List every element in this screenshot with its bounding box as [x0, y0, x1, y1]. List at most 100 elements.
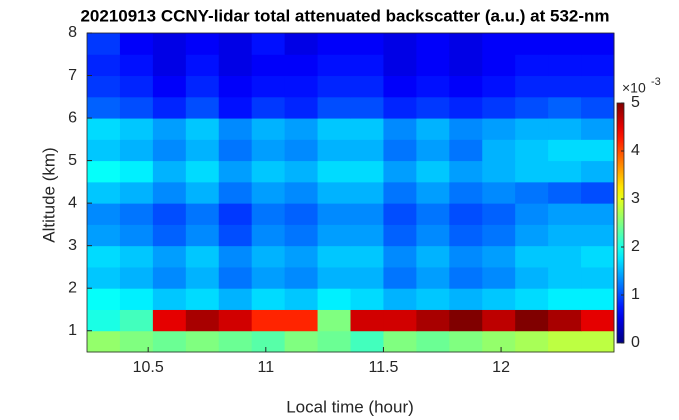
heatmap-cell: [317, 245, 351, 268]
heatmap-cell: [185, 139, 220, 162]
heatmap-cell: [218, 330, 253, 353]
heatmap-cell: [152, 160, 187, 183]
heatmap-cell: [350, 288, 384, 310]
heatmap-cell: [152, 309, 187, 332]
heatmap-cell: [87, 160, 121, 183]
heatmap-cell: [548, 330, 582, 353]
heatmap-cell: [581, 118, 615, 140]
heatmap-cell: [482, 181, 516, 204]
heatmap-cell: [548, 118, 582, 140]
heatmap-cell: [581, 160, 615, 183]
heatmap-cell: [185, 54, 220, 77]
y-tick-label: 1: [68, 322, 77, 339]
heatmap-cell: [284, 54, 319, 77]
heatmap-cell: [515, 139, 549, 162]
heatmap-cell: [449, 96, 483, 119]
colorbar-tick-label: 3: [631, 190, 640, 207]
heatmap-cell: [548, 139, 582, 162]
heatmap-cell: [548, 309, 582, 332]
heatmap-cell: [350, 330, 384, 353]
heatmap-cell: [87, 266, 121, 289]
colorbar-tick-label: 2: [631, 238, 640, 255]
heatmap-cell: [350, 224, 384, 247]
heatmap-cell: [383, 203, 417, 225]
heatmap-cell: [482, 160, 516, 183]
heatmap-cell: [515, 118, 549, 140]
heatmap-cell: [317, 309, 351, 332]
heatmap-cell: [284, 118, 319, 140]
heatmap-cell: [416, 54, 450, 77]
heatmap-cell: [317, 203, 351, 225]
heatmap-cell: [581, 203, 615, 225]
heatmap-cell: [383, 160, 417, 183]
heatmap-cell: [515, 33, 549, 55]
heatmap-cell: [383, 224, 417, 247]
heatmap-cell: [383, 33, 417, 55]
colorbar-tick-label: 0: [631, 334, 640, 351]
colorbar: [616, 102, 625, 344]
heatmap-cell: [119, 33, 154, 55]
heatmap-cell: [87, 96, 121, 119]
heatmap-cell: [317, 96, 351, 119]
heatmap-cell: [87, 54, 121, 77]
heatmap-cell: [87, 330, 121, 353]
y-axis-label: Altitude (km): [39, 147, 58, 242]
heatmap-cell: [317, 54, 351, 77]
heatmap-cell: [284, 139, 319, 162]
heatmap-cell: [482, 309, 516, 332]
heatmap-cell: [119, 54, 154, 77]
heatmap-cell: [482, 288, 516, 310]
heatmap-cell: [185, 266, 220, 289]
heatmap-cell: [416, 160, 450, 183]
heatmap-cell: [548, 160, 582, 183]
heatmap-cell: [449, 245, 483, 268]
heatmap-cell: [383, 330, 417, 353]
heatmap-cell: [449, 266, 483, 289]
heatmap-cell: [119, 288, 154, 310]
heatmap-cell: [152, 75, 187, 98]
heatmap-cell: [449, 203, 483, 225]
y-tick-label: 2: [68, 279, 77, 296]
heatmap-cell: [317, 75, 351, 98]
heatmap-cell: [581, 288, 615, 310]
heatmap-cell: [449, 54, 483, 77]
heatmap-cell: [185, 75, 220, 98]
heatmap-cell: [218, 203, 253, 225]
x-tick-label: 12: [492, 359, 510, 376]
heatmap-cell: [218, 309, 253, 332]
heatmap-cell: [350, 139, 384, 162]
heatmap-cell: [87, 181, 121, 204]
heatmap-cell: [119, 139, 154, 162]
heatmap-cell: [416, 224, 450, 247]
heatmap-cell: [581, 139, 615, 162]
heatmap-cell: [515, 309, 549, 332]
heatmap-cell: [152, 96, 187, 119]
heatmap-cell: [284, 309, 319, 332]
heatmap-cell: [383, 288, 417, 310]
y-tick-label: 3: [68, 237, 77, 254]
heatmap-cell: [218, 33, 253, 55]
heatmap-cell: [515, 203, 549, 225]
heatmap-cell: [482, 139, 516, 162]
heatmap-cell: [383, 309, 417, 332]
heatmap-cell: [284, 75, 319, 98]
heatmap-cell: [284, 245, 319, 268]
heatmap-cell: [152, 203, 187, 225]
heatmap-cell: [383, 181, 417, 204]
heatmap-cell: [185, 118, 220, 140]
heatmap-cell: [152, 224, 187, 247]
heatmap-cell: [185, 309, 220, 332]
heatmap-cell: [284, 224, 319, 247]
heatmap-cell: [152, 139, 187, 162]
heatmap-cell: [482, 266, 516, 289]
heatmap-cell: [251, 139, 286, 162]
heatmap-cell: [482, 75, 516, 98]
heatmap-cell: [87, 203, 121, 225]
heatmap-cell: [251, 288, 286, 310]
heatmap-cell: [251, 224, 286, 247]
heatmap-cell: [284, 160, 319, 183]
heatmap-cell: [317, 288, 351, 310]
heatmap-cell: [449, 33, 483, 55]
heatmap-cell: [119, 75, 154, 98]
heatmap-cell: [119, 266, 154, 289]
